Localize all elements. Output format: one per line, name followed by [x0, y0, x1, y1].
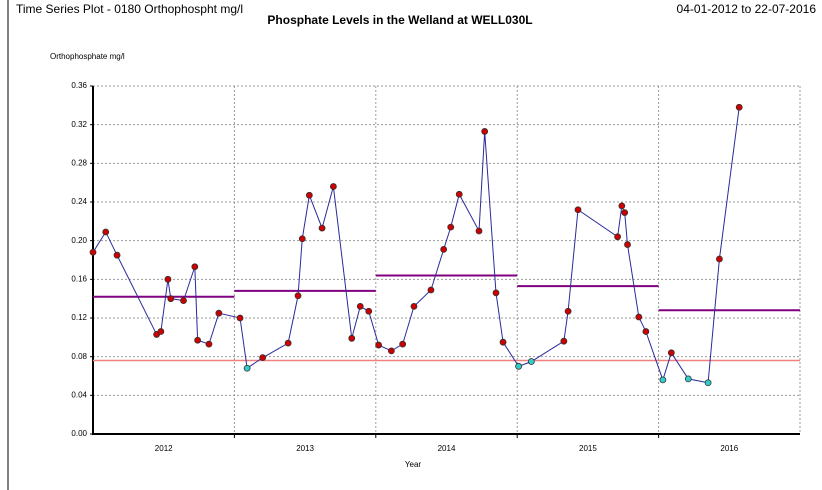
data-point	[329, 183, 337, 190]
data-point	[659, 376, 667, 384]
x-axis-label: Year	[405, 460, 422, 469]
header: Time Series Plot - 0180 Orthophospht mg/…	[16, 2, 243, 16]
data-point	[205, 340, 213, 348]
y-tick-label: 0.04	[71, 390, 87, 399]
data-point	[704, 379, 712, 387]
series-line	[92, 107, 740, 384]
y-tick-label: 0.08	[71, 352, 87, 361]
data-point	[447, 223, 455, 231]
data-point	[102, 228, 110, 236]
data-point	[410, 302, 418, 310]
data-point	[180, 297, 187, 305]
y-tick-label: 0.28	[71, 158, 87, 167]
x-tick-label: 2012	[155, 444, 173, 453]
data-point	[574, 206, 582, 214]
data-point	[642, 328, 650, 335]
data-point	[614, 233, 621, 241]
data-point	[515, 362, 523, 370]
data-point	[305, 191, 313, 199]
data-point	[191, 263, 199, 271]
x-tick-label: 2016	[720, 444, 738, 453]
data-point	[157, 328, 165, 335]
data-point	[455, 190, 463, 198]
data-point	[243, 364, 251, 372]
data-point	[236, 314, 244, 322]
data-point	[348, 334, 356, 342]
data-point	[167, 295, 175, 303]
data-point	[284, 339, 292, 347]
data-point	[527, 358, 535, 365]
data-point	[735, 103, 743, 111]
chart-title: Phosphate Levels in the Welland at WELL0…	[267, 13, 532, 27]
data-point	[194, 336, 202, 344]
date-range: 04-01-2012 to 22-07-2016	[677, 2, 817, 16]
data-point	[481, 128, 489, 135]
data-point	[89, 248, 97, 256]
data-point	[560, 337, 568, 345]
data-point	[399, 340, 407, 348]
x-tick-label: 2013	[296, 444, 314, 453]
data-point	[356, 302, 364, 310]
data-point	[294, 292, 302, 300]
data-point	[215, 309, 223, 317]
data-point	[621, 209, 629, 217]
data-point	[475, 227, 483, 235]
data-point	[365, 307, 373, 315]
data-point	[564, 307, 572, 315]
y-tick-label: 0.12	[71, 313, 87, 322]
data-point	[440, 245, 448, 253]
data-point	[624, 241, 631, 248]
data-point	[667, 349, 675, 357]
x-tick-label: 2014	[438, 444, 456, 453]
y-tick-label: 0.24	[71, 197, 87, 206]
data-point	[113, 251, 121, 259]
data-point	[427, 286, 435, 294]
data-point	[684, 375, 692, 383]
data-point	[387, 347, 395, 355]
data-point	[375, 341, 383, 349]
data-point	[492, 289, 500, 297]
y-axis-label: Orthophosphate mg/l	[50, 52, 125, 61]
y-tick-label: 0.32	[71, 120, 87, 129]
data-point	[635, 313, 643, 321]
data-point	[618, 202, 626, 210]
data-point	[716, 255, 723, 263]
y-tick-label: 0.36	[71, 81, 87, 90]
data-point	[499, 338, 507, 346]
data-point	[164, 275, 172, 283]
data-point	[298, 235, 306, 243]
y-tick-label: 0.16	[71, 274, 87, 283]
data-point	[259, 354, 267, 362]
y-tick-label: 0.20	[71, 236, 87, 245]
x-tick-label: 2015	[579, 444, 597, 453]
data-point	[318, 224, 326, 232]
y-tick-label: 0.00	[71, 429, 87, 438]
